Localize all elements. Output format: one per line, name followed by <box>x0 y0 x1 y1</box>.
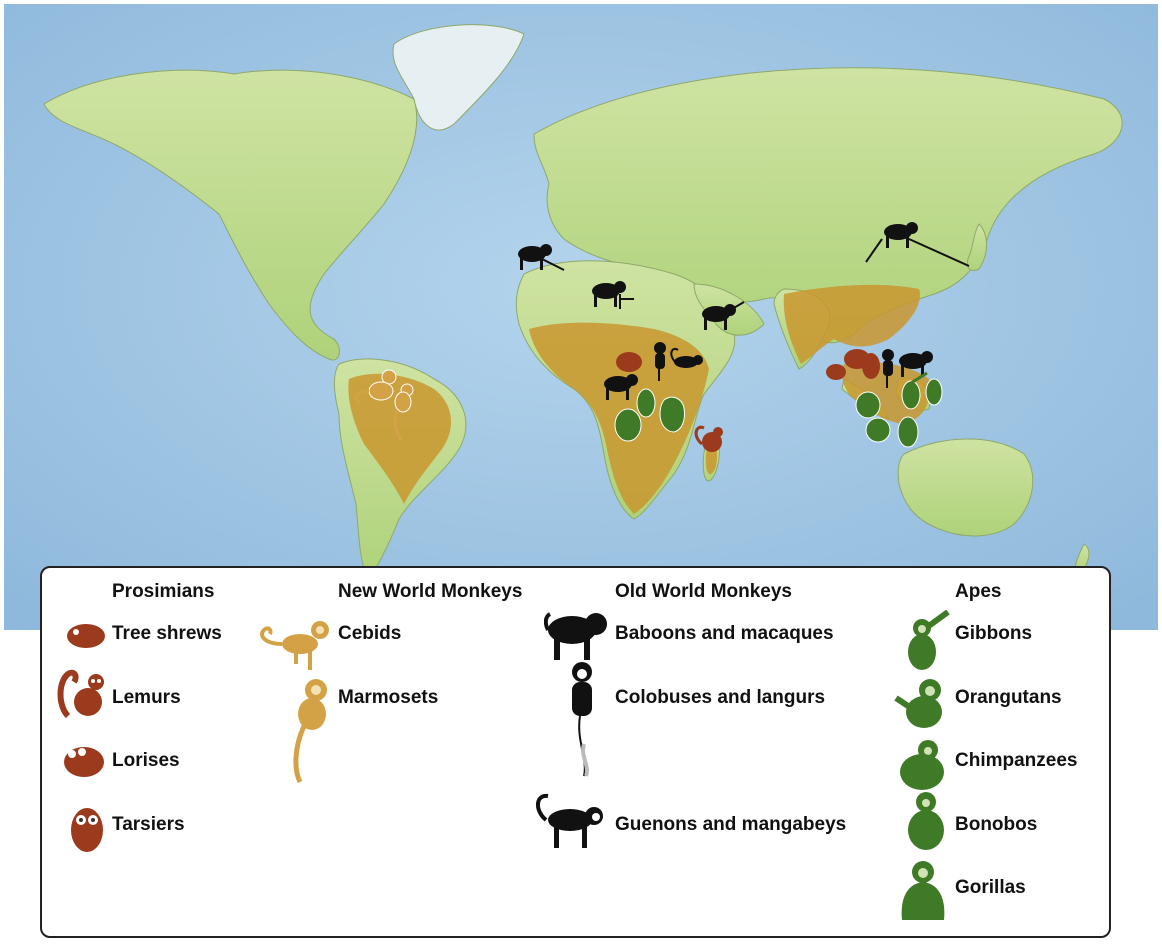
baboon-icon <box>518 244 552 270</box>
baboons-and-macaques-label: Baboons and macaques <box>615 623 834 644</box>
chimpanzee-icon <box>900 740 944 790</box>
tarsier-icon <box>862 353 880 379</box>
gibbons-label: Gibbons <box>955 623 1033 644</box>
chimpanzees-label: Chimpanzees <box>955 750 1078 771</box>
legend: Prosimians New World Monkeys Old World M… <box>40 566 1111 938</box>
prosimians-heading: Prosimians <box>112 581 215 602</box>
apes-heading: Apes <box>955 581 1002 602</box>
cebid-icon <box>354 369 397 405</box>
old-world-monkeys-heading: Old World Monkeys <box>615 581 793 602</box>
map-markers <box>354 222 943 452</box>
tarsiers-label: Tarsiers <box>112 814 185 835</box>
leader-lines <box>541 238 970 310</box>
lorises-label: Lorises <box>112 750 180 771</box>
tree-shrew-icon <box>67 624 105 648</box>
lemur-icon <box>694 425 723 452</box>
guenon-icon <box>536 793 603 848</box>
tree-shrew-icon <box>616 352 642 372</box>
gorillas-label: Gorillas <box>955 877 1026 898</box>
tree-shrews-label: Tree shrews <box>112 623 222 644</box>
baboon-icon <box>544 612 607 660</box>
cebid-icon <box>260 621 329 670</box>
north-america <box>43 69 418 361</box>
marmosets-label: Marmosets <box>338 687 439 708</box>
orangutan-icon <box>855 391 881 419</box>
bonobos-label: Bonobos <box>955 814 1038 835</box>
baboon-icon <box>592 281 626 307</box>
colobus-icon <box>572 662 592 777</box>
bonobo-icon <box>636 388 656 418</box>
australia <box>897 438 1034 537</box>
colobus-icon <box>882 349 894 388</box>
colobus-icon <box>654 342 666 381</box>
baboon-icon <box>884 222 918 248</box>
loris-icon <box>826 364 846 380</box>
marmoset-icon <box>293 679 327 784</box>
new-world-monkeys-heading: New World Monkeys <box>338 581 523 602</box>
orangutan-icon <box>865 417 891 443</box>
tarsier-icon <box>71 808 103 852</box>
lemur-icon <box>57 669 104 719</box>
greenland <box>392 24 525 131</box>
bonobo-icon <box>908 792 944 850</box>
marmoset-icon <box>393 383 414 441</box>
chimpanzee-icon <box>614 408 642 442</box>
gorilla-icon <box>659 396 685 433</box>
baboon-icon <box>604 374 638 400</box>
colobuses-and-langurs-label: Colobuses and langurs <box>615 687 826 708</box>
world-map <box>4 4 1158 630</box>
range-south-asia <box>783 284 920 364</box>
gibbon-icon <box>908 610 950 670</box>
guenons-and-mangabeys-label: Guenons and mangabeys <box>615 814 847 835</box>
loris-icon <box>64 747 104 777</box>
orangutans-label: Orangutans <box>955 687 1062 708</box>
gibbon-icon <box>925 378 943 406</box>
gibbon-icon <box>897 416 919 448</box>
cebids-label: Cebids <box>338 623 402 644</box>
baboon-icon <box>899 351 933 377</box>
guenon-icon <box>670 348 703 368</box>
gorilla-icon <box>901 861 945 920</box>
japan <box>966 223 987 271</box>
orangutan-icon <box>894 679 942 728</box>
gibbon-icon <box>901 371 928 410</box>
lemurs-label: Lemurs <box>112 687 181 708</box>
baboon-icon <box>702 304 736 330</box>
